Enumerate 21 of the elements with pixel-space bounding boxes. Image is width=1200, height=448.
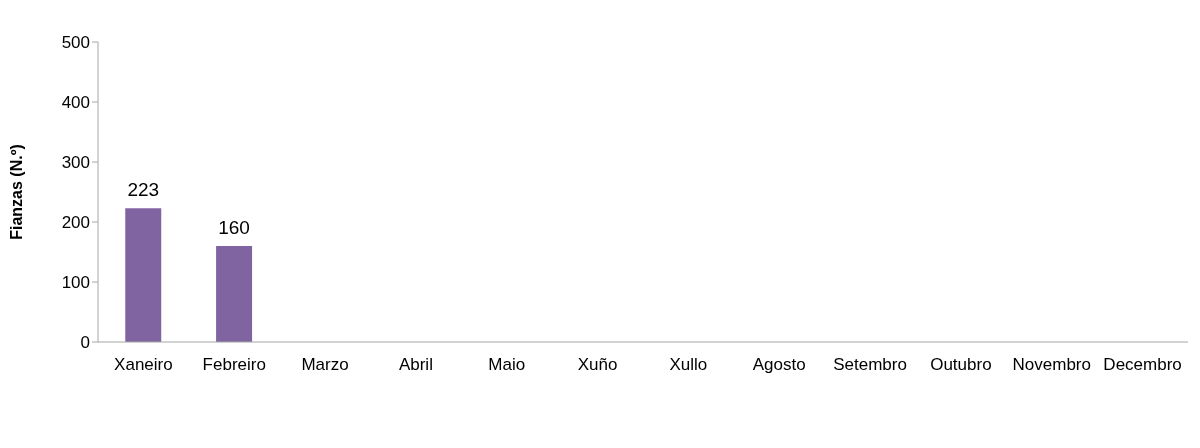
x-tick-label: Marzo [301, 355, 349, 375]
y-tick-label: 500 [61, 33, 90, 53]
data-label: 223 [127, 179, 160, 201]
x-tick-label: Novembro [1012, 355, 1091, 375]
x-tick-label: Outubro [930, 355, 992, 375]
data-label: 160 [218, 217, 250, 238]
y-tick-label: 200 [61, 213, 90, 233]
y-tick-label: 0 [80, 333, 90, 353]
y-axis-title: Fianzas (N.º) [7, 144, 25, 240]
y-tick-label: 400 [61, 93, 90, 113]
y-tick-label: 300 [61, 153, 90, 173]
x-tick-label: Setembro [833, 355, 907, 375]
x-tick-label: Xullo [669, 355, 708, 375]
y-tick-label: 100 [61, 273, 90, 293]
x-tick-label: Agosto [752, 355, 806, 375]
x-tick-label: Abril [398, 355, 433, 375]
x-tick-label: Maio [488, 355, 526, 375]
x-tick-label: Febreiro [202, 355, 266, 375]
x-tick-label: Xaneiro [114, 355, 173, 375]
x-tick-label: Xuño [577, 355, 618, 375]
x-tick-label: Decembro [1103, 355, 1182, 375]
